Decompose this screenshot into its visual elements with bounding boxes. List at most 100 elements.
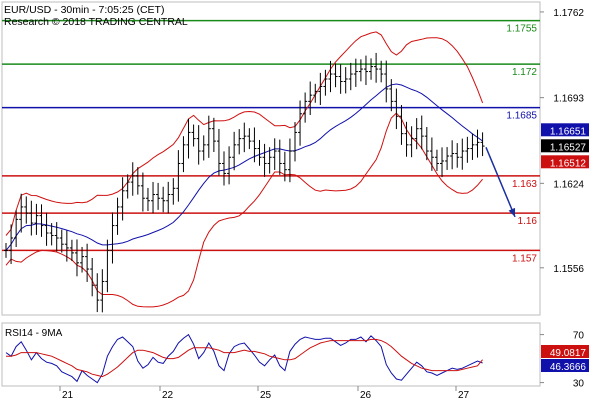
- candle: [424, 127, 429, 161]
- candle: [262, 143, 267, 177]
- candle: [100, 269, 105, 313]
- candle: [257, 140, 262, 166]
- candle: [206, 115, 211, 158]
- candle: [277, 139, 282, 175]
- candle: [120, 177, 125, 221]
- candle: [404, 121, 409, 157]
- time-tick-label: 25: [260, 390, 272, 400]
- rsi-panel-frame: [1, 322, 541, 387]
- level-label-pivot: 1.1685: [506, 111, 537, 122]
- price-tag-upper-band: [541, 123, 589, 137]
- candle: [54, 222, 59, 252]
- rsi-tick-label: 30: [573, 379, 585, 390]
- candle: [313, 83, 318, 103]
- price-tag-moving-average: [541, 155, 589, 169]
- candle: [69, 239, 74, 262]
- candle: [4, 242, 8, 258]
- candle: [353, 58, 358, 87]
- candle: [90, 257, 95, 297]
- price-tag-last-label: 1.16527: [550, 142, 587, 153]
- candle: [34, 203, 39, 235]
- rsi-ma-line: [6, 338, 483, 378]
- candle: [440, 147, 445, 178]
- level-label-support: 1.16: [518, 216, 538, 227]
- candle: [318, 72, 323, 106]
- candle: [460, 138, 465, 170]
- candle: [135, 167, 140, 195]
- candle: [59, 229, 64, 253]
- candle: [161, 186, 166, 213]
- candle: [171, 178, 176, 205]
- rsi-lines: [5, 333, 483, 384]
- candle: [379, 60, 384, 83]
- candle: [105, 239, 110, 293]
- candle: [95, 273, 100, 313]
- level-label-resistance: 1.1755: [506, 24, 537, 35]
- candle: [19, 193, 24, 233]
- rsi-tick-label: 70: [573, 331, 585, 342]
- price-tick-label: 1.1693: [553, 94, 584, 105]
- candle: [394, 88, 399, 130]
- candle: [267, 147, 272, 174]
- price-tick-label: 1.1556: [553, 264, 584, 275]
- price-tag-last: [541, 139, 589, 153]
- candle: [237, 129, 242, 155]
- rsi-axis: 70 30 49.0817 46.3666: [540, 331, 589, 390]
- instrument-title: EUR/USD - 30min - 7:05:25 (CET): [4, 4, 165, 16]
- time-tick-label: 21: [62, 390, 74, 400]
- candle: [434, 149, 439, 172]
- candle: [389, 79, 394, 112]
- candle: [282, 151, 287, 182]
- candle: [216, 128, 221, 176]
- candle: [74, 239, 79, 277]
- candle: [39, 204, 44, 237]
- candle: [80, 246, 85, 273]
- candle: [450, 140, 455, 170]
- candle: [409, 126, 414, 158]
- candle: [64, 230, 69, 262]
- forecast-arrow-shaft: [485, 147, 516, 218]
- candle: [130, 162, 135, 196]
- research-credit: Research © 2018 TRADING CENTRAL: [4, 16, 188, 28]
- candle: [323, 69, 328, 96]
- candle: [115, 197, 120, 235]
- price-candles: [4, 52, 485, 313]
- candle: [358, 59, 363, 82]
- candle: [303, 92, 308, 123]
- candle: [29, 200, 34, 236]
- level-label-support: 1.163: [512, 179, 537, 190]
- candle: [140, 172, 145, 212]
- price-tick-label: 1.1762: [553, 8, 584, 19]
- price-levels: 1.1755 1.172 1.1685 1.163 1.16 1.157: [2, 19, 540, 264]
- candle: [445, 147, 450, 170]
- candle: [247, 128, 252, 150]
- candle: [211, 117, 216, 152]
- candle: [186, 118, 191, 159]
- candle: [348, 62, 353, 91]
- candle: [298, 100, 303, 146]
- rsi-value-tag-label: 49.0817: [550, 348, 587, 359]
- candle: [49, 223, 54, 246]
- candle: [222, 151, 227, 186]
- time-tick-label: 26: [360, 390, 372, 400]
- candle: [44, 212, 49, 246]
- candle: [384, 60, 389, 103]
- candle: [252, 127, 257, 163]
- candle: [429, 137, 434, 171]
- candle: [308, 81, 313, 115]
- price-panel-frame: [1, 1, 541, 316]
- candle: [24, 196, 29, 224]
- rsi-line: [5, 333, 483, 384]
- moving-average-line: [5, 83, 483, 251]
- candle: [227, 146, 232, 185]
- price-axis: 1.1762 1.1693 1.1624 1.1556 1.16651 1.16527 1.…: [540, 8, 589, 275]
- candle: [196, 125, 201, 165]
- rsi-title: RSI14 - 9MA: [5, 328, 63, 339]
- candle: [9, 224, 14, 265]
- candle: [242, 122, 247, 153]
- candle: [272, 138, 277, 170]
- candle: [470, 133, 475, 160]
- candle: [166, 181, 171, 214]
